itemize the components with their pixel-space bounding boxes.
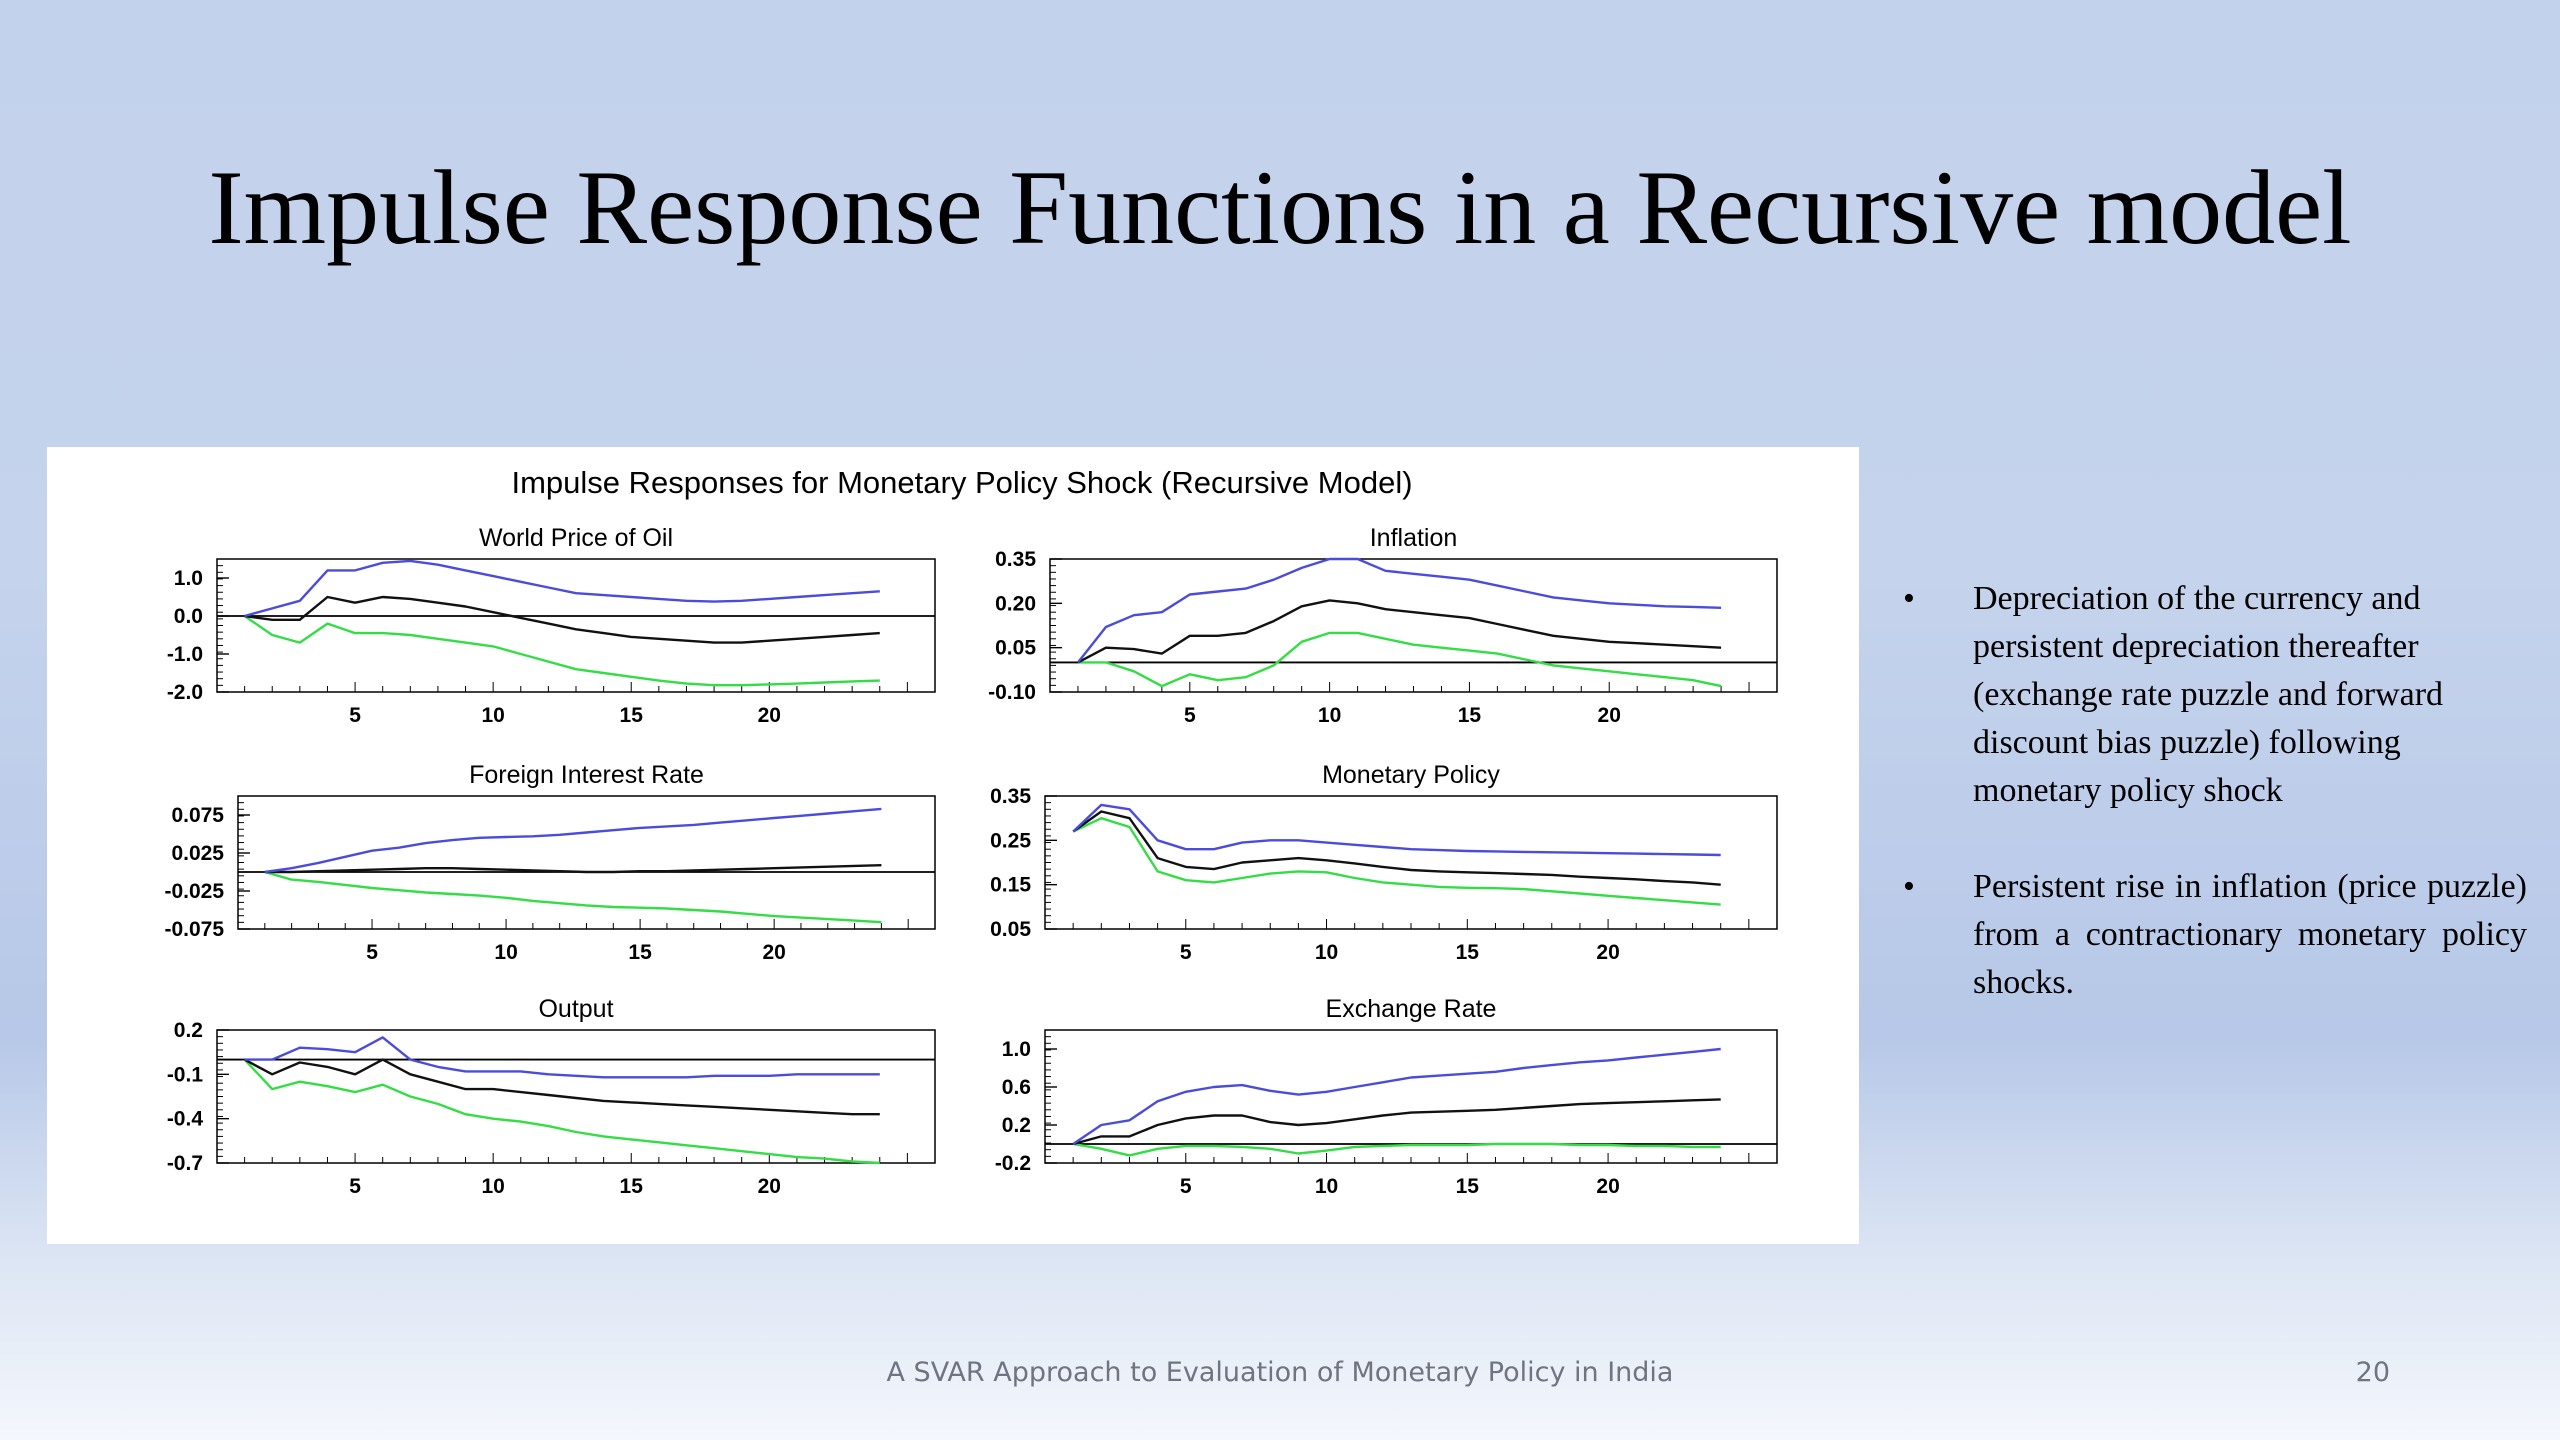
y-tick-label: -0.4 [167,1108,204,1131]
x-tick-label: 10 [494,941,517,964]
x-tick-label: 5 [366,941,378,964]
y-tick-label: 1.0 [1002,1038,1031,1061]
impulse-response-chart: Impulse Responses for Monetary Policy Sh… [164,465,1778,1198]
response-line [1072,1098,1721,1146]
y-tick-label: 0.25 [990,829,1031,852]
response-line [244,1058,880,1116]
panel-title: World Price of Oil [479,524,673,552]
bullet-marker: • [1903,580,1915,617]
panel-title: Output [538,995,613,1023]
y-tick-label: -0.1 [167,1063,204,1086]
response-line [264,864,882,874]
upper-band-line [244,1036,880,1079]
y-tick-label: -0.025 [164,880,224,903]
y-tick-label: -0.075 [164,918,224,941]
y-tick-label: 1.0 [174,567,203,590]
plot-frame [1044,795,1778,930]
panel-title: Inflation [1370,524,1458,552]
panel-title: Foreign Interest Rate [469,761,704,789]
lower-band-line [243,1058,880,1165]
x-tick-label: 15 [628,941,652,964]
upper-band-line [1072,1047,1721,1145]
lower-band-line [1072,817,1721,906]
upper-band-line [1072,803,1721,857]
lower-band-line [264,870,882,924]
chart-title: Impulse Responses for Monetary Policy Sh… [511,465,1412,500]
y-tick-label: -0.10 [988,681,1036,704]
x-tick-label: 20 [762,941,785,964]
panel-title: Exchange Rate [1326,995,1497,1023]
y-tick-label: 0.05 [995,637,1036,660]
bullet-marker: • [1903,868,1915,905]
plot-frame [1044,1029,1778,1164]
y-tick-label: 0.6 [1002,1076,1031,1099]
bullet-item: • Depreciation of the currency and persi… [1895,575,2527,815]
x-tick-label: 5 [349,1175,361,1198]
x-tick-label: 15 [1456,1175,1480,1198]
slide-footer: A SVAR Approach to Evaluation of Monetar… [886,1357,1674,1388]
bullet-text: Depreciation of the currency and persist… [1973,580,2444,809]
impulse-response-figure: Impulse Responses for Monetary Policy Sh… [47,447,1859,1244]
y-tick-label: 0.20 [995,592,1036,615]
x-tick-label: 5 [349,704,361,727]
x-tick-label: 15 [620,704,644,727]
upper-band-line [1077,557,1722,664]
bullet-list: • Depreciation of the currency and persi… [1895,575,2527,1007]
x-tick-label: 10 [481,704,504,727]
bullet-text: Persistent rise in inflation (price puzz… [1973,868,2527,1001]
plot-frame [1049,558,1778,693]
x-tick-label: 20 [758,1175,781,1198]
y-tick-label: 0.35 [995,548,1036,571]
lower-band-line [243,615,880,687]
x-tick-label: 15 [1456,941,1480,964]
response-line [1072,810,1721,886]
bullet-item: • Persistent rise in inflation (price pu… [1895,863,2527,1007]
upper-band-line [264,807,882,874]
x-tick-label: 20 [1596,941,1619,964]
y-tick-label: 0.2 [1002,1114,1031,1137]
response-line [244,595,880,644]
y-tick-label: -2.0 [167,681,203,704]
y-tick-label: -0.2 [995,1152,1031,1175]
x-tick-label: 20 [1596,1175,1619,1198]
x-tick-label: 15 [1458,704,1482,727]
x-tick-label: 10 [1318,704,1341,727]
y-tick-label: 0.2 [174,1019,203,1042]
y-tick-label: -0.7 [167,1152,203,1175]
x-tick-label: 5 [1180,941,1192,964]
lower-band-line [1078,631,1722,688]
x-tick-label: 5 [1180,1175,1192,1198]
y-tick-label: 0.15 [990,874,1031,897]
y-tick-label: 0.075 [171,804,224,827]
x-tick-label: 5 [1184,704,1196,727]
x-tick-label: 10 [481,1175,504,1198]
y-tick-label: 0.05 [990,918,1031,941]
response-line [1077,599,1722,664]
page-number: 20 [2355,1357,2390,1388]
y-tick-label: 0.025 [171,842,224,865]
x-tick-label: 20 [1598,704,1621,727]
y-tick-label: 0.0 [174,605,203,628]
y-tick-label: 0.35 [990,785,1031,808]
panel-title: Monetary Policy [1322,761,1500,789]
upper-band-line [244,559,880,618]
x-tick-label: 20 [758,704,781,727]
lower-band-line [1072,1142,1721,1157]
plot-frame [237,795,936,930]
x-tick-label: 15 [620,1175,644,1198]
x-tick-label: 10 [1315,1175,1338,1198]
slide-title: Impulse Response Functions in a Recursiv… [208,149,2352,266]
x-tick-label: 10 [1315,941,1338,964]
y-tick-label: -1.0 [167,643,203,666]
